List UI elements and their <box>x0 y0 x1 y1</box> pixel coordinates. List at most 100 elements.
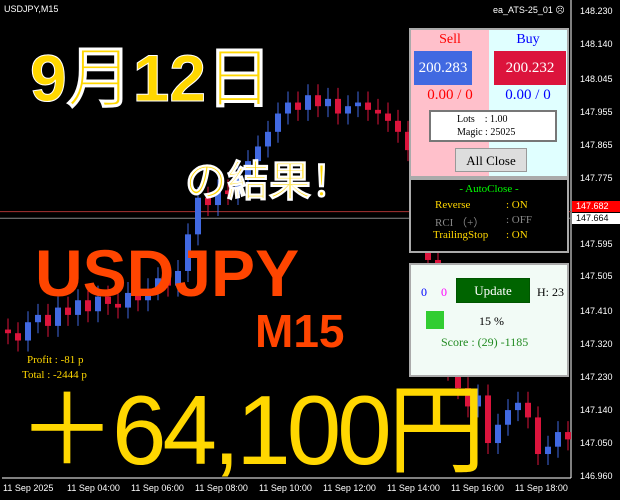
autoclose-panel: - AutoClose - Reverse : ON RCI （+） : OFF… <box>409 178 569 253</box>
candle-body <box>335 98 341 114</box>
candle-body <box>195 197 201 235</box>
candle-body <box>65 307 71 315</box>
trade-panel: Sell Buy 200.283 200.232 0.00 / 0 0.00 /… <box>409 28 569 178</box>
candle-body <box>475 395 481 407</box>
profit-label: Profit : -81 p <box>27 354 84 366</box>
candle-body <box>165 278 171 286</box>
candle-body <box>265 131 271 147</box>
lots-magic-box: Lots : 1.00 Magic : 25025 <box>429 110 557 142</box>
price-tick: 147.230 <box>580 372 613 383</box>
candle-body <box>45 314 51 326</box>
candle-body <box>555 432 561 447</box>
candle-body <box>385 113 391 121</box>
candle-body <box>95 296 101 312</box>
candle-body <box>75 300 81 315</box>
ea-name-text: ea_ATS-25_01 <box>493 5 553 15</box>
candle-body <box>565 432 571 440</box>
price-tick: 147.140 <box>580 405 613 416</box>
candle-body <box>135 292 141 301</box>
overlay-timeframe: M15 <box>255 305 345 357</box>
candle-body <box>325 98 331 107</box>
candle-body <box>145 289 151 301</box>
price-tick: 147.775 <box>580 172 613 183</box>
score-panel: 0 0 Update H: 23 15 % Score : (29) -1185 <box>409 263 569 377</box>
sell-header: Sell <box>439 32 461 47</box>
candle-body <box>515 402 521 411</box>
overlay-pair: USDJPY <box>35 236 300 310</box>
time-tick: 11 Sep 18:00 <box>515 483 568 493</box>
candle-body <box>85 300 91 312</box>
price-tick: 146.960 <box>580 471 613 481</box>
candle-body <box>405 131 411 151</box>
time-tick: 11 Sep 12:00 <box>323 483 376 493</box>
candle-body <box>255 146 261 162</box>
candle-body <box>35 314 41 323</box>
candle-body <box>225 190 231 195</box>
update-button[interactable]: Update <box>456 278 530 303</box>
sad-face-icon: ☹ <box>555 5 565 15</box>
buy-header: Buy <box>516 32 540 47</box>
time-tick: 11 Sep 06:00 <box>131 483 184 493</box>
time-tick: 11 Sep 14:00 <box>387 483 440 493</box>
count-blue: 0 <box>421 285 427 299</box>
candle-body <box>375 109 381 114</box>
candle-body <box>175 270 181 286</box>
candle-body <box>545 446 551 455</box>
price-tick: 147.050 <box>580 438 613 449</box>
buy-pl: 0.00 / 0 <box>505 87 551 103</box>
price-tick: 148.230 <box>580 6 613 16</box>
candle-body <box>125 292 131 308</box>
time-tick: 11 Sep 2025 <box>3 483 54 493</box>
time-tick: 11 Sep 08:00 <box>195 483 248 493</box>
price-tick: 148.045 <box>580 73 613 84</box>
candle-body <box>25 322 31 341</box>
candle-body <box>505 410 511 425</box>
overlay-amount: ＋64,100円 <box>18 375 486 485</box>
status-indicator <box>426 311 444 329</box>
autoclose-rci-value: : OFF <box>506 214 532 226</box>
lots-value: Lots : 1.00 <box>457 114 508 125</box>
candle-body <box>495 424 501 444</box>
autoclose-rci: RCI （+） <box>435 217 485 229</box>
candle-body <box>305 95 311 110</box>
chart-symbol: USDJPY,M15 <box>4 4 59 14</box>
autoclose-trailing: TrailingStop <box>433 229 489 241</box>
all-close-button[interactable]: All Close <box>455 148 527 172</box>
candle-body <box>105 296 111 304</box>
time-tick: 11 Sep 16:00 <box>451 483 504 493</box>
candle-body <box>465 388 471 407</box>
candle-body <box>275 113 281 132</box>
candle-body <box>5 329 11 334</box>
candle-body <box>315 95 321 107</box>
candle-body <box>15 333 21 341</box>
score-label: Score : (29) -1185 <box>441 335 529 349</box>
time-tick: 11 Sep 04:00 <box>67 483 120 493</box>
buy-button[interactable]: 200.232 <box>494 51 566 85</box>
time-tick: 11 Sep 10:00 <box>259 483 312 493</box>
candle-body <box>115 303 121 308</box>
overlay-date: 9月12日 <box>29 41 273 116</box>
candle-body <box>355 102 361 107</box>
candle-body <box>215 190 221 206</box>
price-tick: 147.595 <box>580 238 613 249</box>
total-label: Total : -2444 p <box>22 369 87 381</box>
sell-button[interactable]: 200.283 <box>414 51 472 85</box>
magic-value: Magic : 25025 <box>457 127 516 138</box>
candle-body <box>365 102 371 110</box>
candle-body <box>395 120 401 132</box>
price-tick: 147.865 <box>580 139 613 150</box>
candle-body <box>205 197 211 206</box>
candle-body <box>295 102 301 110</box>
candle-body <box>525 402 531 418</box>
sell-pl: 0.00 / 0 <box>427 87 473 103</box>
ea-name: ea_ATS-25_01 ☹ <box>493 5 565 16</box>
hours-label: H: 23 <box>537 285 564 299</box>
price-tick: 147.505 <box>580 271 613 282</box>
candle-body <box>185 234 191 271</box>
price-tick: 147.320 <box>580 339 613 350</box>
autoclose-reverse: Reverse <box>435 199 471 211</box>
candle-body <box>155 278 161 290</box>
bid-price-tag: 147.664 <box>572 213 620 224</box>
price-tick: 147.955 <box>580 106 613 117</box>
autoclose-reverse-value: : ON <box>506 199 528 211</box>
